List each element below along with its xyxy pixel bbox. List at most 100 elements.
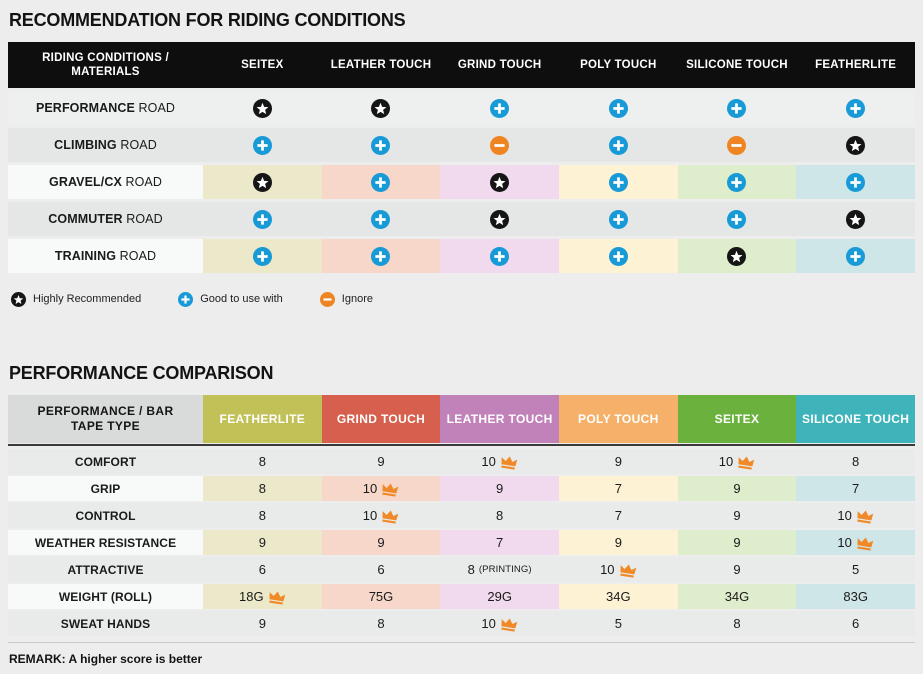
minus-icon (727, 135, 747, 155)
rating-cell (796, 202, 915, 236)
score-value: 29G (487, 589, 512, 604)
legend: Highly Recommended Good to use with Ignore (8, 291, 915, 307)
rating-cell (796, 239, 915, 273)
score-cell: 8 (203, 476, 322, 501)
score-value: 34G (606, 589, 631, 604)
metric-name: WEIGHT (ROLL) (58, 589, 153, 604)
score-cell: 10 (796, 503, 915, 528)
crown-icon (619, 564, 636, 578)
score-cell: 75G (321, 584, 441, 609)
score-value: 9 (614, 535, 622, 550)
column-header-material: FEATHERLITE (796, 42, 915, 88)
score-cell: 8 (796, 449, 915, 474)
crown-icon (501, 618, 518, 632)
score-cell: 8 (PRINTING) (440, 557, 559, 582)
score-value: 10 (481, 616, 518, 632)
score-value: 10 (719, 454, 755, 470)
performance-table-body: COMFORT 8 9 10 9 10 8 GRIP 8 10 9 7 9 7 CONTROL 8 10 8 7 9 1… (8, 449, 915, 636)
rating-cell (203, 128, 322, 162)
plus-icon (608, 98, 628, 118)
score-value: 9 (733, 481, 741, 496)
plus-icon (252, 135, 272, 155)
score-value: 8 (377, 616, 385, 631)
legend-label: Ignore (341, 293, 373, 305)
remark-note: REMARK: A higher score is better (8, 642, 915, 666)
score-cell: 8 (203, 449, 322, 474)
rating-cell (677, 239, 797, 273)
score-value: 8 (258, 454, 266, 469)
table-row: GRAVEL/CX ROAD (8, 165, 915, 199)
plus-icon (371, 135, 391, 155)
score-cell: 5 (796, 557, 915, 582)
score-cell: 5 (558, 611, 678, 636)
plus-icon (371, 172, 391, 192)
score-value: 10 (837, 535, 874, 551)
score-cell: 10 (558, 557, 678, 582)
riding-conditions-table-header: RIDING CONDITIONS / MATERIALS SEITEX LEATH… (8, 42, 915, 88)
score-cell: 9 (203, 611, 322, 636)
score-value: 9 (258, 616, 266, 631)
rating-cell (558, 128, 678, 162)
rating-cell (440, 128, 559, 162)
table-row: COMMUTER ROAD (8, 202, 915, 236)
table-row: TRAINING ROAD (8, 239, 915, 273)
column-header-material: POLY TOUCH (559, 42, 678, 88)
riding-condition-label: CLIMBING ROAD (8, 128, 203, 162)
score-value: 9 (733, 535, 741, 550)
rating-cell (796, 91, 915, 125)
riding-condition-label: GRAVEL/CX ROAD (8, 165, 203, 199)
column-header-label: LEATHER TOUCH (446, 411, 553, 426)
score-value: 6 (852, 616, 860, 631)
score-cell: 7 (558, 476, 678, 501)
crown-icon (857, 537, 874, 551)
star-icon (490, 209, 510, 229)
minus-icon (490, 135, 510, 155)
score-cell: 8 (203, 503, 322, 528)
rating-cell (440, 165, 559, 199)
score-cell: 9 (558, 449, 678, 474)
score-cell: 8 (321, 611, 441, 636)
crown-icon (382, 483, 399, 497)
score-value: 10 (363, 481, 399, 497)
score-cell: 9 (203, 530, 322, 555)
performance-metric-label: COMFORT (8, 449, 203, 474)
metric-name: CONTROL (75, 508, 136, 523)
rating-cell (203, 91, 322, 125)
column-header-bar-tape-type: PERFORMANCE / BAR TAPE TYPE (8, 395, 203, 443)
score-value: 6 (377, 562, 385, 577)
plus-icon (846, 172, 866, 192)
score-value: 34G (724, 589, 750, 604)
score-value: 5 (614, 616, 622, 631)
score-cell: 10 (321, 503, 441, 528)
score-cell: 9 (677, 476, 797, 501)
performance-metric-label: GRIP (8, 476, 203, 501)
star-icon (846, 135, 866, 155)
score-cell: 6 (796, 611, 915, 636)
score-cell: 18G (203, 584, 322, 609)
score-value: 10 (363, 508, 399, 524)
plus-icon (608, 135, 628, 155)
score-cell: 7 (558, 503, 678, 528)
score-cell: 10 (677, 449, 797, 474)
star-icon (371, 98, 391, 118)
rating-cell (321, 239, 441, 273)
table-row: CLIMBING ROAD (8, 128, 915, 162)
rating-cell (203, 165, 322, 199)
score-value: 9 (258, 535, 266, 550)
column-header-tape: FEATHERLITE (203, 395, 322, 443)
header-divider (8, 444, 915, 446)
score-cell: 8 (440, 503, 559, 528)
score-cell: 10 (440, 611, 559, 636)
score-cell: 34G (677, 584, 797, 609)
star-icon (727, 246, 747, 266)
column-header-label: FEATHERLITE (219, 411, 306, 426)
column-header-tape: SEITEX (677, 395, 797, 443)
performance-metric-label: WEATHER RESISTANCE (8, 530, 203, 555)
table-row: ATTRACTIVE 6 6 8 (PRINTING) 10 9 5 (8, 557, 915, 582)
rating-cell (440, 239, 559, 273)
score-value: 7 (614, 481, 622, 496)
score-value: 9 (733, 508, 741, 523)
condition-name: COMMUTER ROAD (48, 212, 163, 226)
crown-icon (738, 456, 755, 470)
